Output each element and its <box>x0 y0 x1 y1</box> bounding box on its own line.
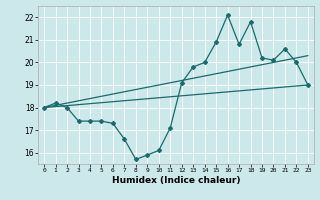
X-axis label: Humidex (Indice chaleur): Humidex (Indice chaleur) <box>112 176 240 185</box>
